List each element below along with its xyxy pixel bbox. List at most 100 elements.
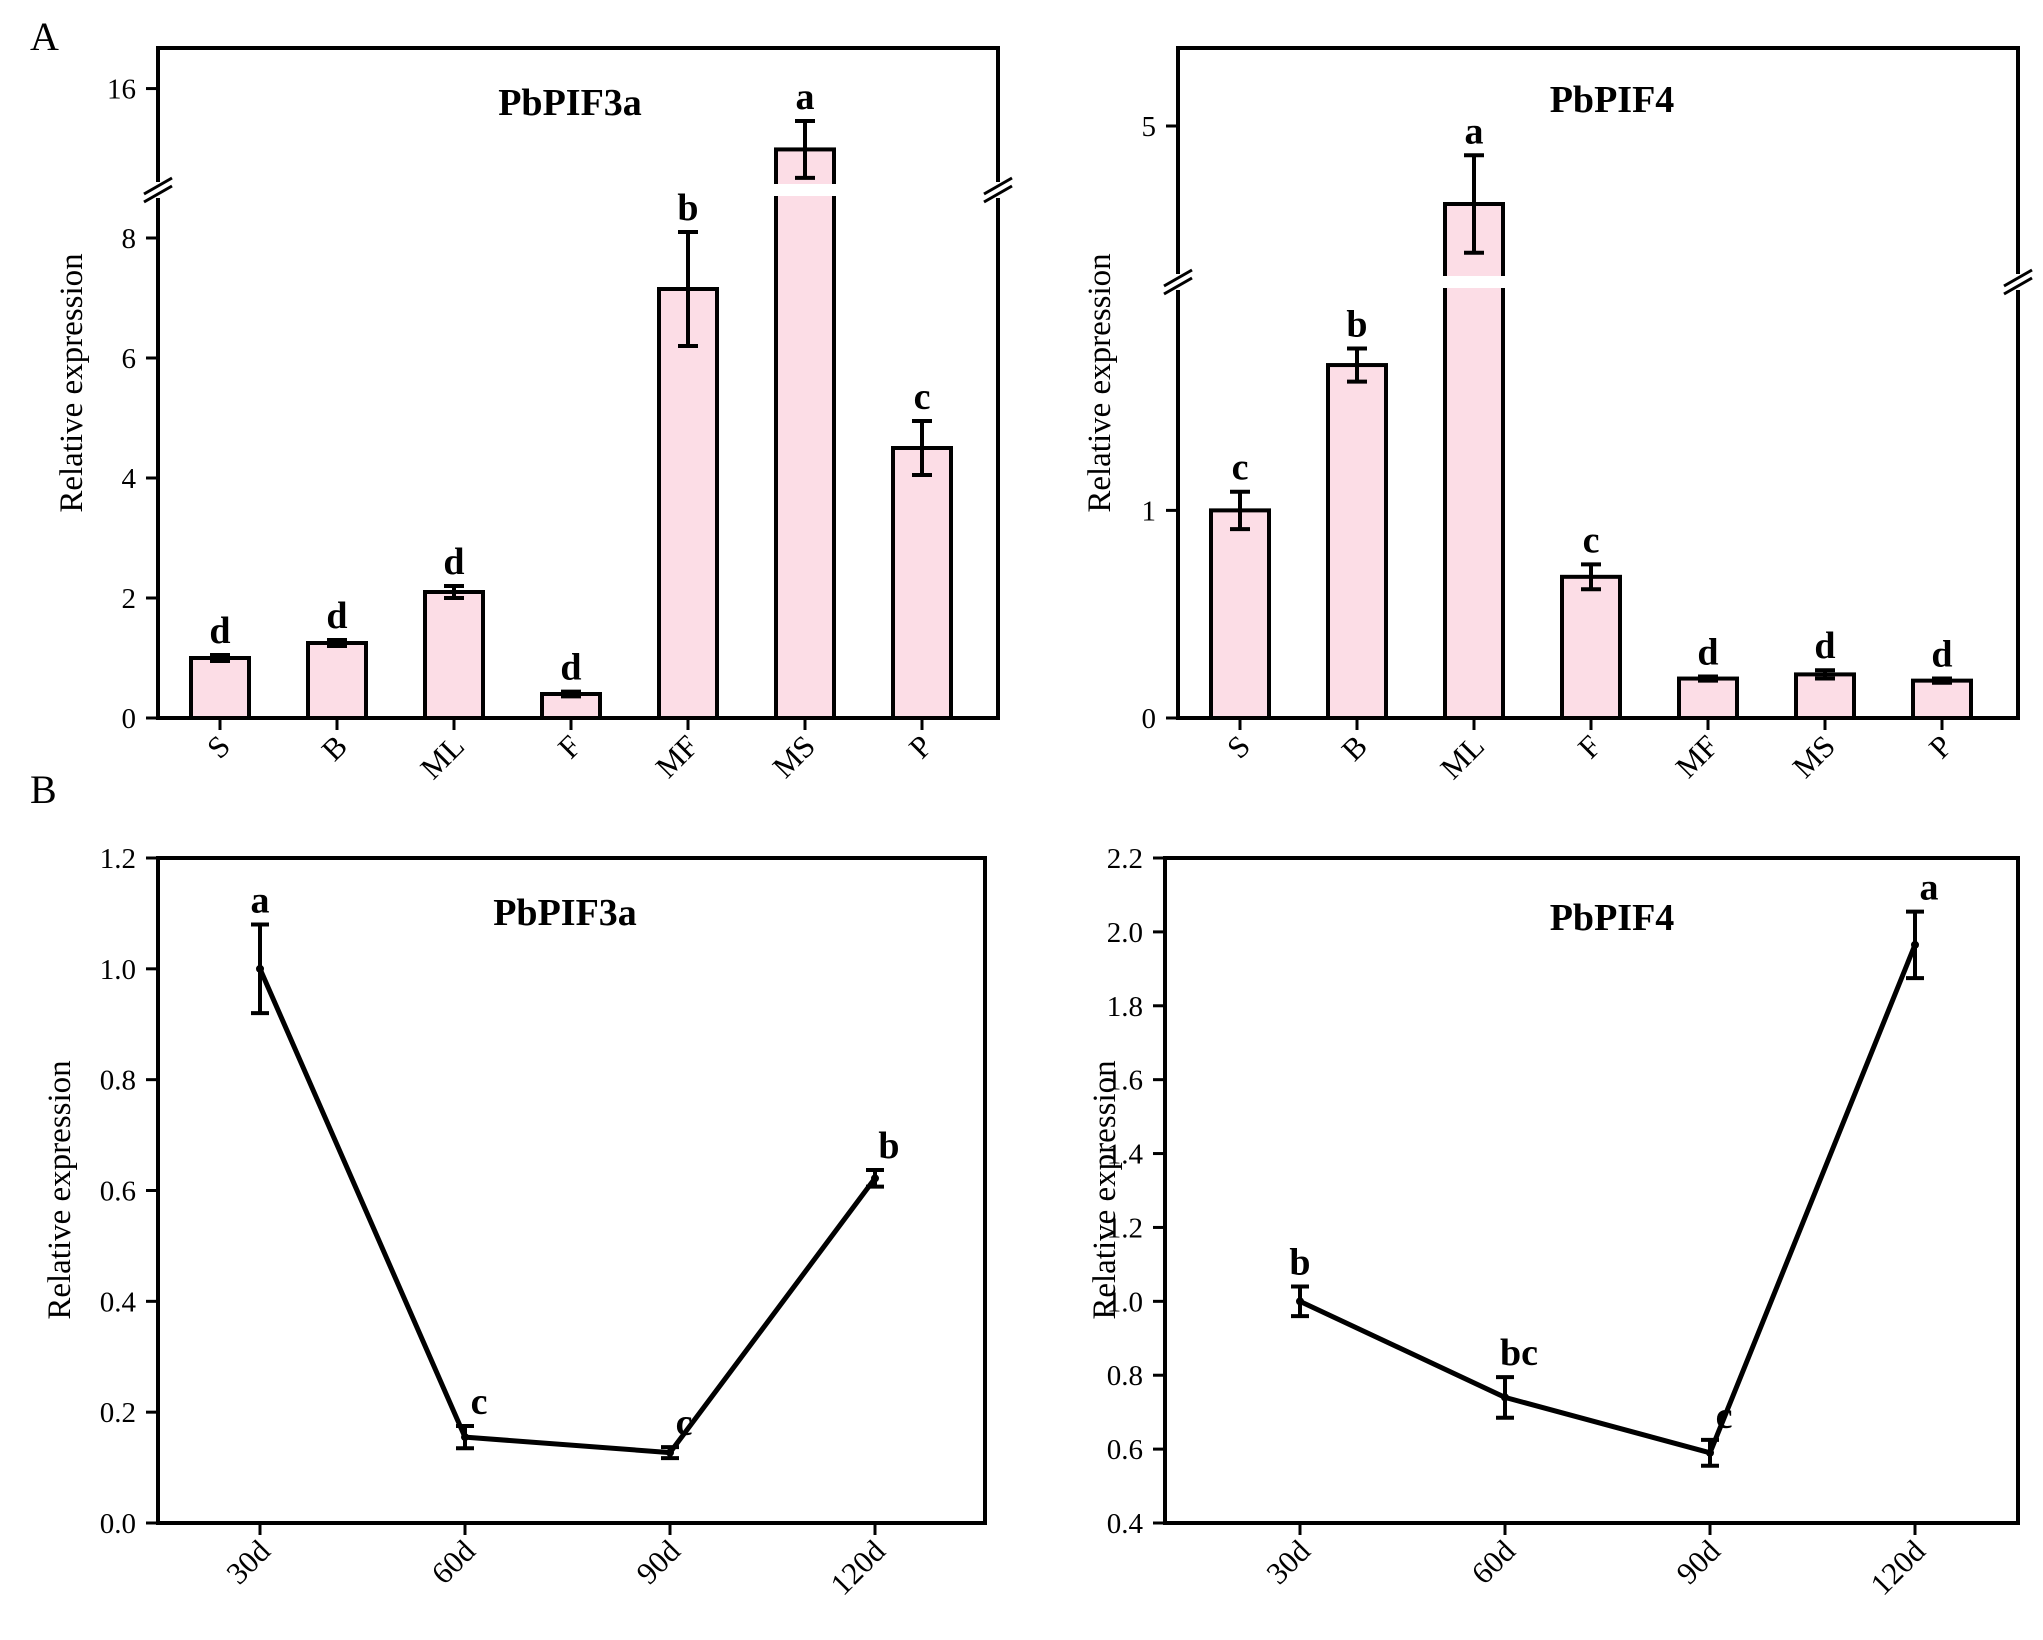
chart-1-y-tick-label-2: 5 — [1142, 111, 1157, 143]
chart-3-y-tick-label-1: 0.6 — [1107, 1434, 1143, 1466]
chart-3-point-2 — [1706, 1448, 1714, 1457]
chart-2-y-tick-label-3: 0.6 — [100, 1176, 136, 1208]
chart-3-frame — [1163, 856, 2020, 1525]
chart-2-y-tick-label-4: 0.8 — [100, 1065, 136, 1097]
chart-0-bar-6 — [891, 446, 953, 720]
chart-0-title: PbPIF3a — [498, 82, 642, 124]
chart-2-y-tick-label-1: 0.2 — [100, 1397, 136, 1429]
chart-1-bar-3 — [1560, 574, 1622, 720]
chart-1-bar-1 — [1326, 363, 1388, 720]
chart-2-sig-label-1: c — [471, 1381, 488, 1423]
chart-2-sig-label-2: c — [676, 1402, 693, 1444]
chart-0-y-tick-label-0: 0 — [122, 703, 137, 735]
chart-1-bar-5 — [1794, 672, 1856, 721]
chart-2-y-tick-label-5: 1.0 — [100, 954, 136, 986]
chart-0-axis-break-right-slash-2 — [983, 184, 1013, 204]
chart-2-point-2 — [666, 1448, 674, 1457]
chart-1-sig-label-3: c — [1583, 519, 1600, 561]
chart-3-sig-label-0: b — [1289, 1242, 1310, 1284]
chart-0-bar-4 — [657, 287, 719, 720]
chart-0-sig-label-2: d — [443, 541, 464, 583]
panel-letter-a: A — [30, 14, 59, 59]
chart-0-axis-break-left — [143, 176, 173, 204]
chart-3-sig-label-2: c — [1716, 1395, 1733, 1437]
chart-2-title: PbPIF3a — [493, 892, 637, 934]
chart-1-sig-label-4: d — [1697, 631, 1718, 673]
chart-3-y-tick-label-4: 1.2 — [1107, 1212, 1143, 1244]
chart-0-sig-label-3: d — [560, 647, 581, 689]
chart-1-sig-label-2: a — [1465, 110, 1484, 152]
chart-0-axis-break-left-gap — [144, 182, 172, 198]
chart-0-sig-label-4: b — [677, 187, 698, 229]
chart-3-sig-label-1: bc — [1500, 1332, 1538, 1374]
chart-1-axis-break-right-slash-2 — [2003, 276, 2033, 296]
chart-2-y-tick-label-2: 0.4 — [100, 1286, 137, 1318]
chart-0-bar-0 — [189, 656, 251, 720]
chart-3-sig-label-3: a — [1920, 867, 1939, 909]
chart-1-axis-break-left-slash-1 — [1163, 268, 1193, 288]
chart-3-y-tick-label-9: 2.2 — [1107, 843, 1143, 875]
chart-0-bar-2 — [423, 590, 485, 720]
chart-1-y-tick-label-0: 0 — [1142, 703, 1157, 735]
chart-1-sig-label-6: d — [1931, 634, 1952, 676]
chart-1-sig-label-0: c — [1232, 447, 1249, 489]
chart-1-y-axis-title: Relative expression — [1082, 253, 1118, 512]
chart-1-sig-label-5: d — [1814, 625, 1835, 667]
chart-1-axis-break-right — [2003, 268, 2033, 296]
chart-2-point-1 — [461, 1433, 469, 1442]
chart-2-y-tick-label-6: 1.2 — [100, 843, 136, 875]
chart-1-sig-label-1: b — [1346, 303, 1367, 345]
chart-3-y-tick-label-5: 1.4 — [1107, 1139, 1144, 1171]
chart-2-sig-label-3: b — [878, 1125, 899, 1167]
chart-0-axis-break-right-gap — [984, 182, 1012, 198]
chart-3-point-0 — [1296, 1297, 1304, 1306]
chart-0-sig-label-1: d — [326, 595, 347, 637]
chart-1-bar-6 — [1911, 678, 1973, 721]
chart-2-point-0 — [256, 964, 264, 973]
chart-1-bar-0 — [1209, 508, 1271, 720]
chart-0-y-tick-label-5: 16 — [107, 74, 136, 106]
chart-0-y-axis-title: Relative expression — [54, 253, 90, 512]
chart-1-axis-break-left-gap — [1164, 274, 1192, 290]
chart-0-axis-break-right — [983, 176, 1013, 204]
chart-0-y-tick-label-4: 8 — [122, 223, 137, 255]
chart-0-y-tick-label-1: 2 — [122, 583, 137, 615]
chart-3-y-tick-label-0: 0.4 — [1107, 1508, 1144, 1540]
chart-3-y-tick-label-2: 0.8 — [1107, 1360, 1143, 1392]
chart-1-title: PbPIF4 — [1550, 79, 1675, 121]
chart-2-point-3 — [871, 1174, 879, 1183]
chart-0-y-tick-label-3: 6 — [122, 343, 137, 375]
chart-0-bar-1 — [306, 641, 368, 720]
chart-3-point-3 — [1911, 940, 1919, 949]
chart-2-y-tick-label-0: 0.0 — [100, 1508, 136, 1540]
chart-3-y-tick-label-3: 1.0 — [1107, 1286, 1143, 1318]
chart-0-sig-label-5: a — [796, 76, 815, 118]
chart-0-sig-label-0: d — [209, 610, 230, 652]
chart-3-y-tick-label-6: 1.6 — [1107, 1065, 1143, 1097]
chart-0-axis-break-right-slash-1 — [983, 176, 1013, 196]
chart-1-y-tick-label-1: 1 — [1142, 495, 1157, 527]
chart-0-sig-label-6: c — [914, 376, 931, 418]
chart-3-y-axis-title: Relative expression — [1087, 1060, 1123, 1319]
chart-3-y-tick-label-8: 2.0 — [1107, 917, 1143, 949]
chart-3-point-1 — [1501, 1393, 1509, 1402]
chart-1-bar-2-break-gap — [1441, 276, 1507, 288]
chart-0-axis-break-left-slash-2 — [143, 184, 173, 204]
chart-3: 0.4 0.6 0.8 1.0 1.2 1.4 1.6 1.8 2.0 2.2 Relative e… — [1087, 843, 2020, 1602]
chart-0-y-tick-label-2: 4 — [122, 463, 137, 495]
chart-2-y-axis-title: Relative expression — [42, 1060, 78, 1319]
chart-0-bar-5 — [774, 147, 836, 720]
chart-2: 0.0 0.2 0.4 0.6 0.8 1.0 1.2 Relative expression… — [42, 843, 987, 1602]
chart-1-axis-break-left — [1163, 268, 1193, 296]
chart-0-axis-break-left-slash-1 — [143, 176, 173, 196]
chart-3-series-line — [1298, 943, 1918, 1456]
chart-2-series-line — [257, 967, 878, 1456]
chart-0-bar-5-break-gap — [772, 184, 838, 196]
chart-1-axis-break-right-gap — [2004, 274, 2032, 290]
chart-3-title: PbPIF4 — [1550, 897, 1675, 939]
chart-1-axis-break-right-slash-1 — [2003, 268, 2033, 288]
chart-1-axis-break-left-slash-2 — [1163, 276, 1193, 296]
